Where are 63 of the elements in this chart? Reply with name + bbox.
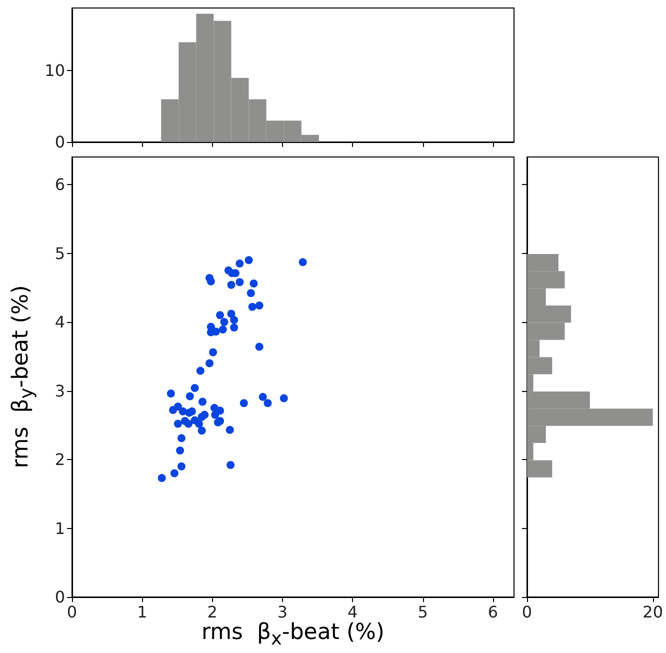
point xyxy=(227,280,236,289)
x-tick-label: 1 xyxy=(137,602,148,622)
point xyxy=(226,461,235,469)
point xyxy=(255,342,264,351)
x-tick-label: 4 xyxy=(348,602,358,622)
x-axis-title: rms β$_{x}$-beat (%) xyxy=(200,620,386,650)
point xyxy=(169,406,178,414)
point xyxy=(244,256,253,264)
x-tick-label: 0 xyxy=(66,602,78,622)
point xyxy=(177,434,186,442)
point xyxy=(190,384,199,392)
point xyxy=(198,412,206,421)
point xyxy=(170,469,178,478)
y-tick-label: 5 xyxy=(54,244,65,263)
point xyxy=(246,289,255,298)
point xyxy=(206,277,215,286)
point xyxy=(280,394,288,402)
point xyxy=(264,399,272,408)
point xyxy=(198,426,206,435)
y-tick-label: 1 xyxy=(54,518,65,538)
point xyxy=(236,260,244,268)
point xyxy=(184,420,192,428)
point xyxy=(230,324,238,332)
point xyxy=(216,417,224,425)
point xyxy=(216,311,224,320)
point xyxy=(196,366,204,375)
x-tick-label: 2 xyxy=(207,602,218,622)
point xyxy=(206,359,214,368)
y-tick-label: 0 xyxy=(54,132,65,152)
point xyxy=(240,399,248,408)
y-tick-label: 4 xyxy=(54,312,65,332)
x-tick-label: 0 xyxy=(522,602,532,622)
x-tick-label: 3 xyxy=(277,602,288,622)
point xyxy=(194,420,203,428)
point xyxy=(248,302,256,311)
point xyxy=(236,278,244,286)
y-tick-label: 0 xyxy=(54,588,65,606)
point xyxy=(218,326,227,334)
x-tick-label: 6 xyxy=(488,602,498,622)
point xyxy=(220,318,228,326)
point xyxy=(176,446,184,455)
point xyxy=(174,420,182,428)
point xyxy=(188,407,196,416)
point xyxy=(230,316,238,324)
point xyxy=(158,474,166,482)
point xyxy=(250,280,258,288)
y-tick-label: 3 xyxy=(54,381,65,400)
x-tick-label: 5 xyxy=(418,602,428,622)
point xyxy=(198,398,206,406)
y-tick-label: 10 xyxy=(44,61,65,80)
point xyxy=(211,410,220,419)
point xyxy=(177,462,186,470)
point xyxy=(298,258,307,266)
y-tick-label: 2 xyxy=(54,450,65,469)
point xyxy=(186,392,194,400)
point xyxy=(255,302,264,310)
point xyxy=(166,390,175,398)
point xyxy=(258,392,267,401)
point xyxy=(209,348,218,356)
x-tick-label: 20 xyxy=(642,602,663,622)
point xyxy=(226,426,234,434)
point xyxy=(227,310,236,318)
y-tick-label: 6 xyxy=(54,175,65,194)
